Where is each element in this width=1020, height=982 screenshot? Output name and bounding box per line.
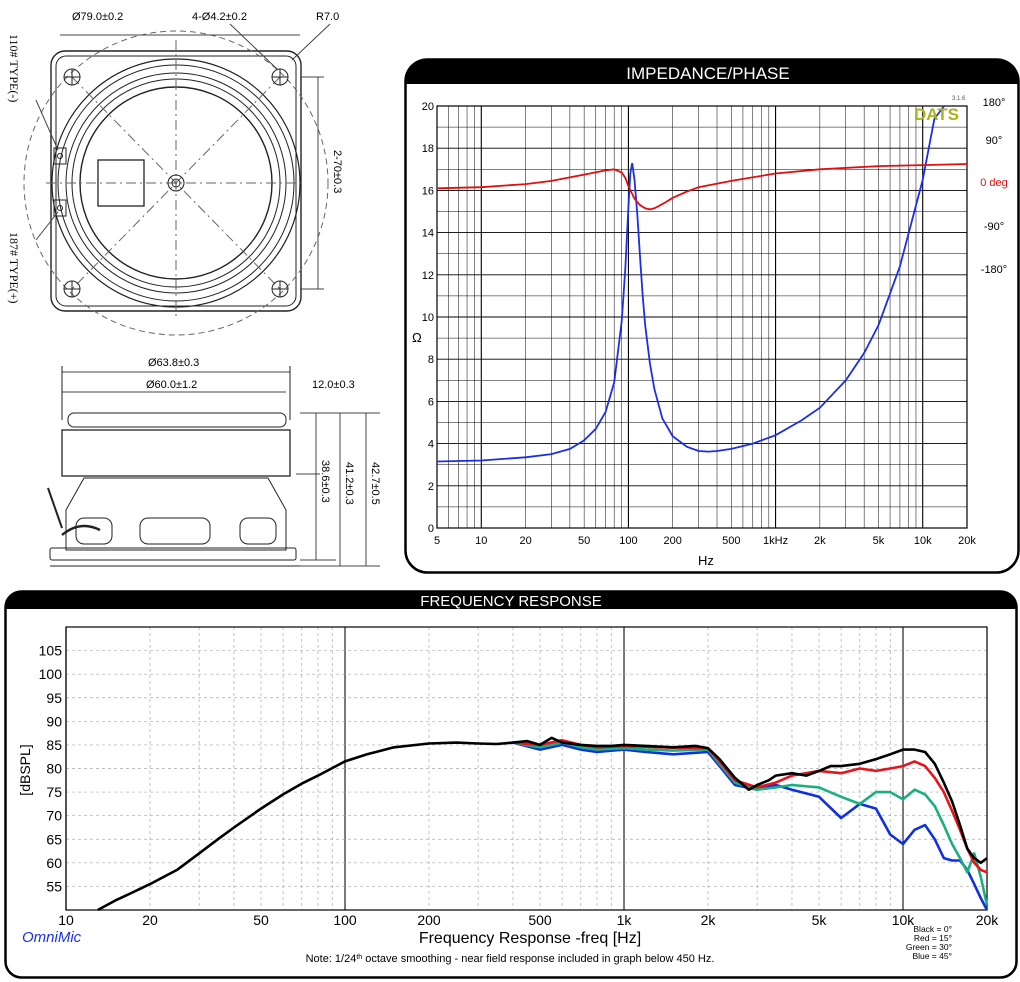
fr-y-tick: 70 <box>46 808 62 824</box>
impedance-x-tick: 20 <box>519 535 531 547</box>
fr-legend-entry: Black = 0° <box>913 924 952 934</box>
impedance-title: IMPEDANCE/PHASE <box>626 64 789 83</box>
impedance-panel: IMPEDANCE/PHASE 0 2 4 6 8 10 12 14 16 18 20 5 10 20 50… <box>404 58 1020 574</box>
fr-x-tick: 10 <box>58 912 74 928</box>
mounting-hole <box>271 68 289 86</box>
dim-magnet: 12.0±0.3 <box>312 379 355 391</box>
fr-x-tick: 2k <box>701 912 717 928</box>
impedance-x-tick: 2k <box>814 535 826 547</box>
fr-y-tick: 65 <box>46 831 62 847</box>
fr-legend-entry: Green = 30° <box>906 942 952 952</box>
fr-series-45deg <box>512 741 989 911</box>
fr-title: FREQUENCY RESPONSE <box>420 593 601 610</box>
impedance-y-tick: 0 <box>428 523 434 535</box>
phase-label: -90° <box>984 221 1004 233</box>
fr-y-tick: 55 <box>46 878 62 894</box>
fr-y-tick: 80 <box>46 761 62 777</box>
fr-y-tick: 60 <box>46 855 62 871</box>
fr-xlabel: Frequency Response -freq [Hz] <box>419 930 641 947</box>
fr-series-0deg <box>97 736 988 912</box>
fr-y-tick: 105 <box>39 643 63 659</box>
dim-holes: 4-Ø4.2±0.2 <box>192 11 247 23</box>
impedance-x-tick: 1kHz <box>763 535 788 547</box>
impedance-y-tick: 12 <box>422 270 434 282</box>
fr-legend-entry: Blue = 45° <box>912 951 952 961</box>
fr-x-tick: 1k <box>617 912 633 928</box>
fr-y-tick: 85 <box>46 737 62 753</box>
dim-hole-spacing: 2-70±0.3 <box>331 150 343 193</box>
terminal-neg-label: 110# TYPE(-) <box>7 34 21 102</box>
fr-note-sup: th <box>356 954 362 961</box>
omnimic-brand: OmniMic <box>22 929 82 946</box>
dim-outer-dia: Ø79.0±0.2 <box>72 11 123 23</box>
impedance-y-tick: 14 <box>422 228 434 240</box>
impedance-y-tick: 6 <box>428 396 434 408</box>
impedance-x-tick: 5k <box>873 535 885 547</box>
fr-x-tick: 200 <box>417 912 441 928</box>
impedance-x-tick: 10 <box>475 535 487 547</box>
dim-side-inner: Ø60.0±1.2 <box>146 379 197 391</box>
fr-x-tick: 100 <box>333 912 357 928</box>
impedance-y-tick: 18 <box>422 143 434 155</box>
dim-radius: R7.0 <box>316 11 339 23</box>
fr-legend-entry: Red = 15° <box>914 933 952 943</box>
frequency-response-panel: FREQUENCY RESPONSE 55 60 65 70 75 80 85 90 95 100… <box>4 590 1018 979</box>
impedance-x-tick: 100 <box>619 535 637 547</box>
fr-x-tick: 500 <box>528 912 552 928</box>
fr-y-tick: 100 <box>39 666 63 682</box>
fr-plot-area <box>65 626 988 911</box>
fr-series-30deg <box>512 741 989 906</box>
fr-note: Note: 1/24th octave smoothing - near fie… <box>306 953 715 965</box>
impedance-x-tick: 50 <box>578 535 590 547</box>
phase-label: -180° <box>981 264 1007 276</box>
phase-label: 180° <box>983 97 1006 109</box>
fr-x-tick: 10k <box>892 912 916 928</box>
fr-y-tick: 75 <box>46 784 62 800</box>
impedance-y-tick: 8 <box>428 354 434 366</box>
impedance-y-tick: 10 <box>422 312 434 324</box>
mounting-hole <box>63 280 81 298</box>
impedance-curve <box>436 105 945 463</box>
dats-logo: DATS <box>914 105 959 124</box>
impedance-y-tick: 2 <box>428 481 434 493</box>
mounting-hole <box>63 68 81 86</box>
side-view <box>47 366 380 567</box>
fr-y-tick: 95 <box>46 690 62 706</box>
dim-h1: 38.6±0.3 <box>319 460 331 503</box>
phase-label: 0 deg <box>980 177 1008 189</box>
impedance-y-tick: 16 <box>422 185 434 197</box>
impedance-panel-frame <box>404 58 1020 574</box>
fr-y-tick: 90 <box>46 713 62 729</box>
fr-ylabel: [dBSPL] <box>17 744 33 795</box>
impedance-x-tick: 5 <box>434 535 440 547</box>
impedance-y-tick: 20 <box>422 101 434 113</box>
phase-curve <box>436 163 968 211</box>
dim-h3: 42.7±0.5 <box>369 462 381 505</box>
impedance-x-tick: 10k <box>914 535 932 547</box>
impedance-ylabel: Ω <box>412 330 422 345</box>
mounting-hole <box>271 280 289 298</box>
top-view <box>23 23 331 336</box>
dats-version: 3.1.6 <box>952 96 966 102</box>
dim-side-outer: Ø63.8±0.3 <box>148 357 199 369</box>
phase-label: 90° <box>986 135 1003 147</box>
fr-x-tick: 20 <box>142 912 158 928</box>
impedance-y-tick: 4 <box>428 439 434 451</box>
dim-h2: 41.2±0.3 <box>343 462 355 505</box>
fr-x-tick: 5k <box>812 912 828 928</box>
impedance-x-tick: 20k <box>958 535 976 547</box>
impedance-x-tick: 500 <box>722 535 740 547</box>
fr-x-tick: 50 <box>253 912 269 928</box>
fr-x-tick: 20k <box>976 912 1000 928</box>
impedance-xlabel: Hz <box>698 553 714 568</box>
terminal-pos-label: 187# TYPE(+) <box>7 232 21 304</box>
impedance-x-tick: 200 <box>664 535 682 547</box>
mechanical-drawing: Ø79.0±0.2 4-Ø4.2±0.2 R7.0 2-70±0.3 110# … <box>7 11 381 567</box>
